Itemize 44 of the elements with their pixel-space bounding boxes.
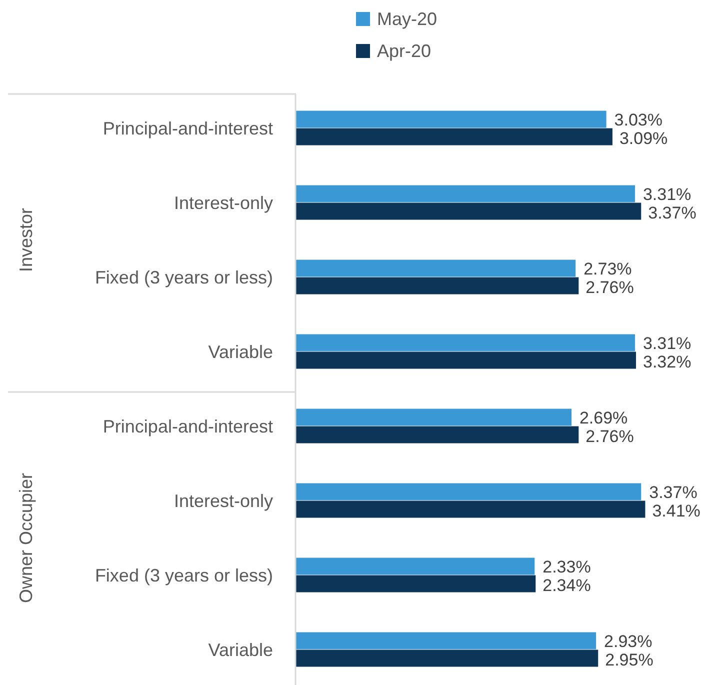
data-label: 2.76%	[586, 427, 634, 446]
data-label: 2.95%	[605, 650, 654, 670]
data-label: 3.03%	[614, 110, 663, 130]
bar	[296, 260, 576, 277]
data-label: 2.93%	[604, 632, 652, 651]
bar	[296, 408, 572, 426]
bar	[296, 650, 598, 667]
data-label: 3.41%	[652, 502, 700, 520]
bar	[296, 110, 606, 128]
bar	[296, 202, 642, 220]
bar	[296, 426, 579, 444]
bar	[296, 500, 646, 518]
bar	[296, 185, 635, 202]
legend-label: May-20	[377, 9, 438, 29]
y-tick-label: Fixed (3 years or less)	[94, 267, 273, 288]
data-label: 2.73%	[584, 260, 632, 278]
y-tick-label: Principal-and-interest	[102, 118, 273, 138]
legend-label: Apr-20	[377, 41, 432, 61]
data-label: 3.37%	[649, 483, 698, 502]
bar	[296, 483, 642, 500]
data-label: 3.32%	[643, 352, 692, 372]
data-label: 3.37%	[648, 204, 696, 222]
data-label: 2.34%	[542, 576, 591, 595]
data-label: 2.69%	[579, 408, 628, 428]
bar	[296, 334, 635, 352]
data-label: 3.09%	[619, 129, 668, 148]
data-label: 3.31%	[642, 334, 692, 353]
y-tick-label: Variable	[208, 342, 273, 362]
data-label: 2.33%	[542, 558, 591, 576]
y-tick-label: Principal-and-interest	[102, 416, 273, 436]
bar	[296, 128, 612, 146]
y-tick-label: Interest-only	[174, 192, 273, 213]
y-tick-label: Fixed (3 years or less)	[94, 565, 273, 586]
bar	[296, 352, 636, 369]
data-label: 3.31%	[642, 185, 692, 204]
bar	[296, 558, 535, 575]
bar	[296, 632, 596, 650]
bar	[296, 575, 536, 592]
bar	[296, 277, 579, 294]
y-tick-label: Interest-only	[174, 490, 273, 511]
y-tick-label: Variable	[208, 640, 273, 660]
text: Investor	[16, 208, 36, 272]
data-label: 2.76%	[586, 278, 634, 297]
text: Owner Occupier	[16, 472, 36, 604]
